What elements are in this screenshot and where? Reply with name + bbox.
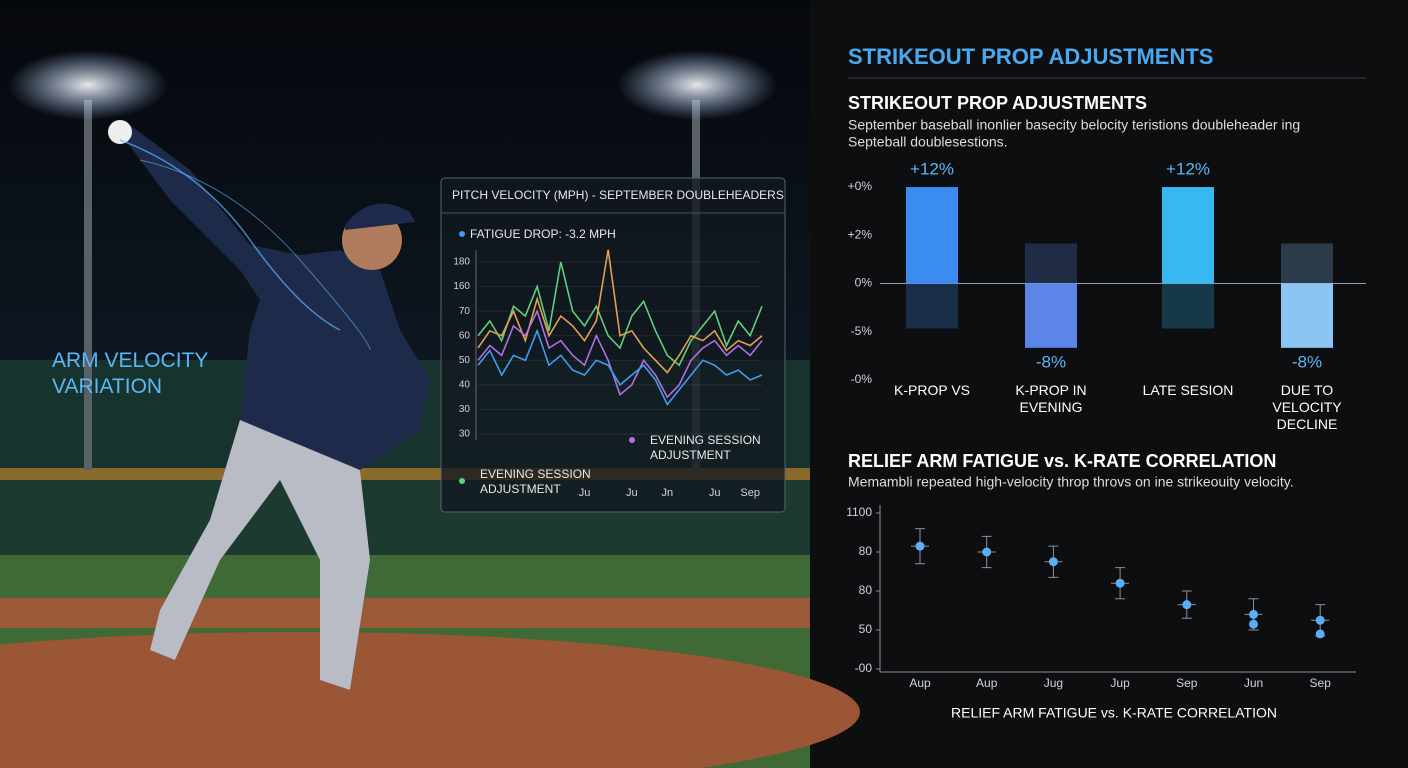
bar-shadow <box>1162 283 1214 329</box>
y-tick-label: 180 <box>453 257 470 268</box>
x-tick-label: Aup <box>909 676 931 690</box>
legend-label: EVENING SESSION ADJUSTMENT <box>650 433 761 462</box>
overlay-label: ARM VELOCITY VARIATION <box>52 349 208 398</box>
x-tick-label: Ju <box>709 487 721 499</box>
point <box>982 547 992 557</box>
x-tick-label: Sep <box>1176 676 1198 690</box>
annotation: FATIGUE DROP: -3.2 MPH <box>470 227 616 241</box>
subtitle: Septeball doublesestions. <box>848 134 1008 150</box>
chart-title: RELIEF ARM FATIGUE vs. K-RATE CORRELATIO… <box>848 451 1276 471</box>
y-tick-label: 40 <box>459 379 471 390</box>
point <box>1182 600 1192 610</box>
x-axis-label: RELIEF ARM FATIGUE vs. K-RATE CORRELATIO… <box>951 705 1277 721</box>
point <box>1048 557 1058 567</box>
legend-dot <box>459 231 465 237</box>
y-tick-label: +0% <box>848 179 873 193</box>
y-tick-label: 80 <box>859 583 873 597</box>
bar <box>1162 187 1214 284</box>
point <box>1315 615 1325 625</box>
point <box>1315 629 1325 639</box>
value-label: -8% <box>1292 352 1322 371</box>
x-tick-label: Jug <box>1044 676 1063 690</box>
point <box>1249 609 1258 619</box>
x-tick-label: Sep <box>740 487 760 499</box>
x-tick-label: Jn <box>662 487 674 499</box>
chart-panel <box>440 177 786 513</box>
bar <box>1025 283 1077 348</box>
x-tick-label: Aup <box>976 676 998 690</box>
x-tick-label: Jun <box>1244 676 1263 690</box>
chart-title: PITCH VELOCITY (MPH) - SEPTEMBER DOUBLEH… <box>452 188 784 202</box>
y-tick-label: 30 <box>459 404 471 415</box>
chart-title: STRIKEOUT PROP ADJUSTMENTS <box>848 93 1147 113</box>
value-label: +12% <box>910 160 954 179</box>
bar <box>1281 283 1333 348</box>
subtitle: September baseball inonlier basecity bel… <box>848 117 1300 133</box>
bar <box>906 187 958 284</box>
bar-shadow <box>906 283 958 329</box>
y-tick-label: -0% <box>851 372 873 386</box>
y-tick-label: +2% <box>848 227 873 241</box>
y-tick-label: 80 <box>859 544 873 558</box>
series-line <box>477 261 763 367</box>
subtitle: Memambli repeated high-velocity throp th… <box>848 474 1294 490</box>
y-tick-label: 60 <box>459 330 471 341</box>
x-tick-label: LATE SESION <box>1142 382 1234 398</box>
x-tick-label: Ju <box>579 487 591 499</box>
value-label: +12% <box>1166 160 1210 179</box>
y-tick-label: 30 <box>459 429 471 440</box>
legend-dot <box>629 437 635 443</box>
legend-dot <box>459 478 465 484</box>
y-tick-label: 1100 <box>846 505 872 519</box>
point <box>915 541 925 551</box>
x-tick-label: Jup <box>1110 676 1130 690</box>
y-tick-label: -00 <box>855 661 873 675</box>
x-tick-label: K-PROP VS <box>894 382 970 398</box>
y-tick-label: 50 <box>859 622 873 636</box>
series-line <box>477 328 763 407</box>
x-tick-label: Sep <box>1310 676 1332 690</box>
y-tick-label: 0% <box>855 276 873 290</box>
bar-shadow <box>1281 243 1333 284</box>
y-tick-label: 50 <box>459 355 471 366</box>
bar-shadow <box>1025 243 1077 284</box>
y-tick-label: 160 <box>453 281 470 292</box>
page-title: STRIKEOUT PROP ADJUSTMENTS <box>848 44 1213 69</box>
point <box>1115 578 1125 588</box>
value-label: -8% <box>1036 352 1066 371</box>
x-tick-label: K-PROP IN EVENING <box>1015 382 1087 415</box>
y-tick-label: 70 <box>459 306 471 317</box>
x-tick-label: DUE TO VELOCITY DECLINE <box>1272 382 1342 432</box>
series-line <box>477 249 763 374</box>
x-tick-label: Ju <box>626 487 638 499</box>
series-line <box>477 308 763 399</box>
legend-label: EVENING SESSION ADJUSTMENT <box>480 467 591 496</box>
y-tick-label: -5% <box>851 324 873 338</box>
point <box>1249 619 1258 629</box>
